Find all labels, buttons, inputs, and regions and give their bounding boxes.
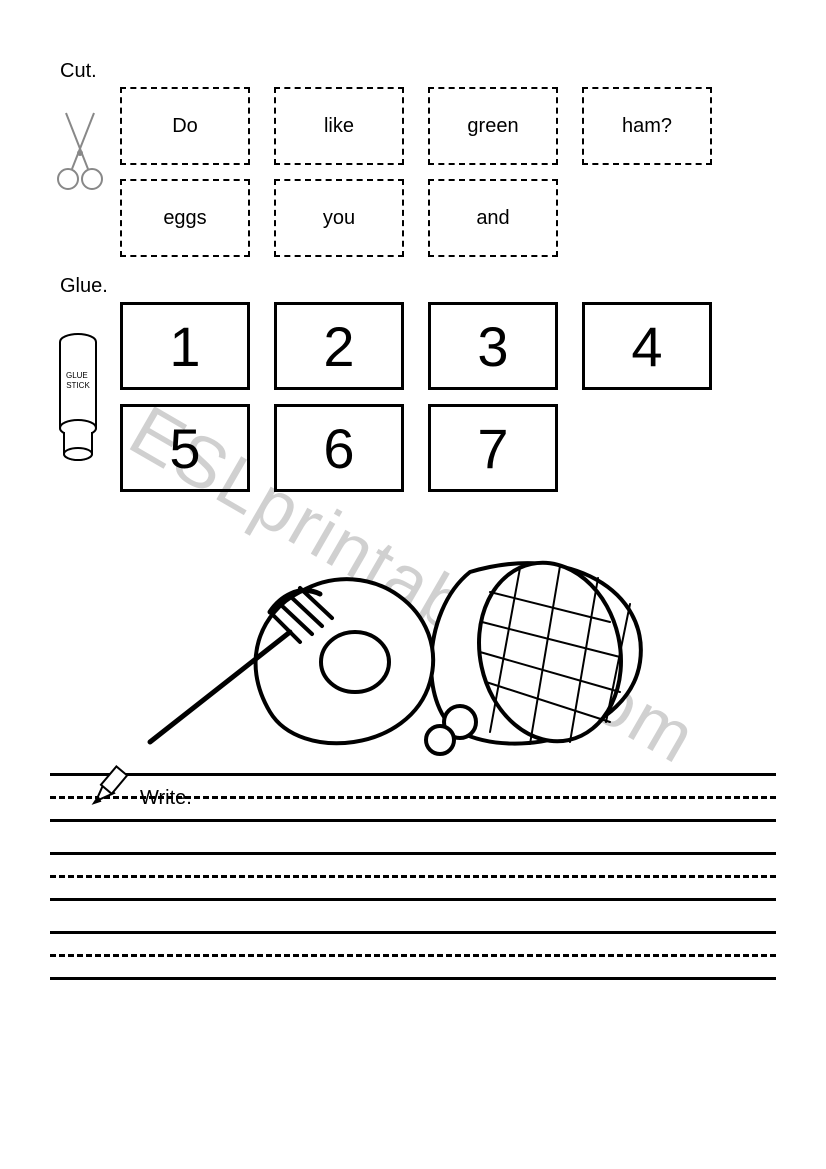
pencil-icon [90, 763, 134, 807]
glue-number-box: 4 [582, 302, 712, 390]
scissors-icon [50, 107, 110, 197]
glue-number-box: 1 [120, 302, 250, 390]
writing-line-set [50, 852, 776, 901]
glue-stick-icon: GLUE STICK [50, 328, 106, 468]
cut-row-2: eggs you and [120, 179, 776, 257]
writing-line-top [50, 931, 776, 934]
glue-number-box: 7 [428, 404, 558, 492]
cut-word-box: green [428, 87, 558, 165]
glue-row-2: 5 6 7 [120, 404, 776, 492]
glue-label: Glue. [60, 275, 776, 298]
writing-line-bottom [50, 819, 776, 822]
cut-word-box: you [274, 179, 404, 257]
writing-line-set [50, 931, 776, 980]
glue-number-box: 5 [120, 404, 250, 492]
writing-line-bottom [50, 898, 776, 901]
writing-line-mid [50, 875, 776, 878]
cut-section: Do like green ham? eggs you and [50, 87, 776, 257]
cut-word-box: like [274, 87, 404, 165]
glue-number-box: 6 [274, 404, 404, 492]
cut-word-box: Do [120, 87, 250, 165]
writing-line-top [50, 852, 776, 855]
write-section: Write. [50, 773, 776, 980]
cut-word-box: ham? [582, 87, 712, 165]
glue-number-box: 2 [274, 302, 404, 390]
food-illustration [120, 512, 776, 777]
writing-line-bottom [50, 977, 776, 980]
cut-word-box: and [428, 179, 558, 257]
glue-section: GLUE STICK 1 2 3 4 5 6 7 [50, 302, 776, 492]
writing-line-mid [50, 954, 776, 957]
svg-text:GLUE STICK: GLUE STICK [66, 371, 90, 390]
worksheet-page: Cut. Do like green ham? eggs you and [0, 0, 826, 1050]
cut-label: Cut. [60, 60, 776, 83]
writing-line-top [50, 773, 776, 776]
glue-row-1: 1 2 3 4 [120, 302, 776, 390]
cut-row-1: Do like green ham? [120, 87, 776, 165]
write-label: Write. [140, 787, 192, 810]
glue-number-box: 3 [428, 302, 558, 390]
cut-word-box: eggs [120, 179, 250, 257]
